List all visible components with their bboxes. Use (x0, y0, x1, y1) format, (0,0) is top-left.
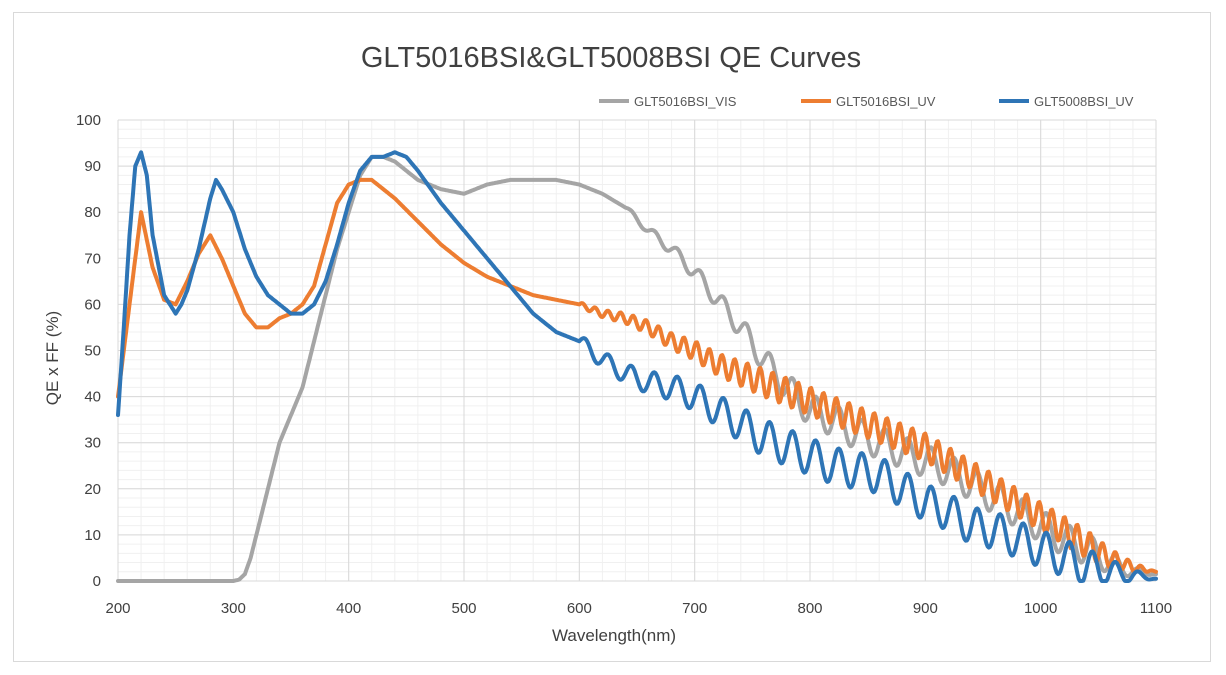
x-tick-label: 900 (913, 600, 938, 617)
legend: GLT5016BSI_VIS GLT5016BSI_UV GLT5008BSI_… (599, 94, 1134, 109)
legend-label: GLT5016BSI_UV (836, 94, 936, 109)
legend-item-glt5016bsi-vis: GLT5016BSI_VIS (599, 94, 737, 109)
x-tick-label: 700 (682, 600, 707, 617)
x-tick-label: 600 (567, 600, 592, 617)
chart-title: GLT5016BSI&GLT5008BSI QE Curves (361, 42, 861, 74)
x-tick-label: 1100 (1140, 600, 1172, 617)
chart-frame: 0 10 20 30 40 50 60 70 80 90 100 200 300 400 500 600 70… (13, 12, 1211, 662)
series-line-glt5008bsi-uv (116, 150, 1158, 583)
legend-item-glt5016bsi-uv: GLT5016BSI_UV (801, 94, 936, 109)
x-tick-labels: 200 300 400 500 600 700 800 900 1000 1100 (105, 600, 1172, 617)
x-tick-label: 500 (451, 600, 476, 617)
y-axis-title: QE x FF (%) (43, 311, 62, 405)
y-tick-labels: 0 10 20 30 40 50 60 70 80 90 100 (76, 112, 101, 590)
x-tick-label: 200 (105, 600, 130, 617)
x-tick-label: 300 (221, 600, 246, 617)
legend-label: GLT5016BSI_VIS (634, 94, 737, 109)
y-tick-label: 90 (84, 158, 101, 175)
legend-item-glt5008bsi-uv: GLT5008BSI_UV (999, 94, 1134, 109)
y-tick-label: 70 (84, 250, 101, 267)
qe-chart: 0 10 20 30 40 50 60 70 80 90 100 200 300 400 500 600 70… (43, 42, 1172, 645)
y-tick-label: 60 (84, 296, 101, 313)
y-tick-label: 50 (84, 343, 101, 360)
x-tick-label: 800 (797, 600, 822, 617)
grid (117, 119, 1157, 582)
y-tick-label: 30 (84, 435, 101, 452)
x-tick-label: 1000 (1024, 600, 1057, 617)
y-tick-label: 80 (84, 204, 101, 221)
y-tick-label: 40 (84, 389, 101, 406)
x-tick-label: 400 (336, 600, 361, 617)
legend-label: GLT5008BSI_UV (1034, 94, 1134, 109)
y-tick-label: 20 (84, 481, 101, 498)
series-group (116, 150, 1158, 583)
y-tick-label: 0 (93, 573, 101, 590)
x-axis-title: Wavelength(nm) (552, 626, 676, 645)
y-tick-label: 100 (76, 112, 101, 129)
y-tick-label: 10 (84, 527, 101, 544)
